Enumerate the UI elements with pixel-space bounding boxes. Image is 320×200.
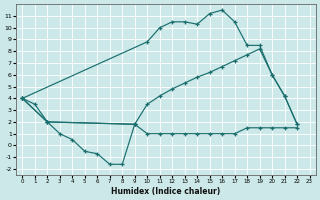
X-axis label: Humidex (Indice chaleur): Humidex (Indice chaleur) (111, 187, 220, 196)
